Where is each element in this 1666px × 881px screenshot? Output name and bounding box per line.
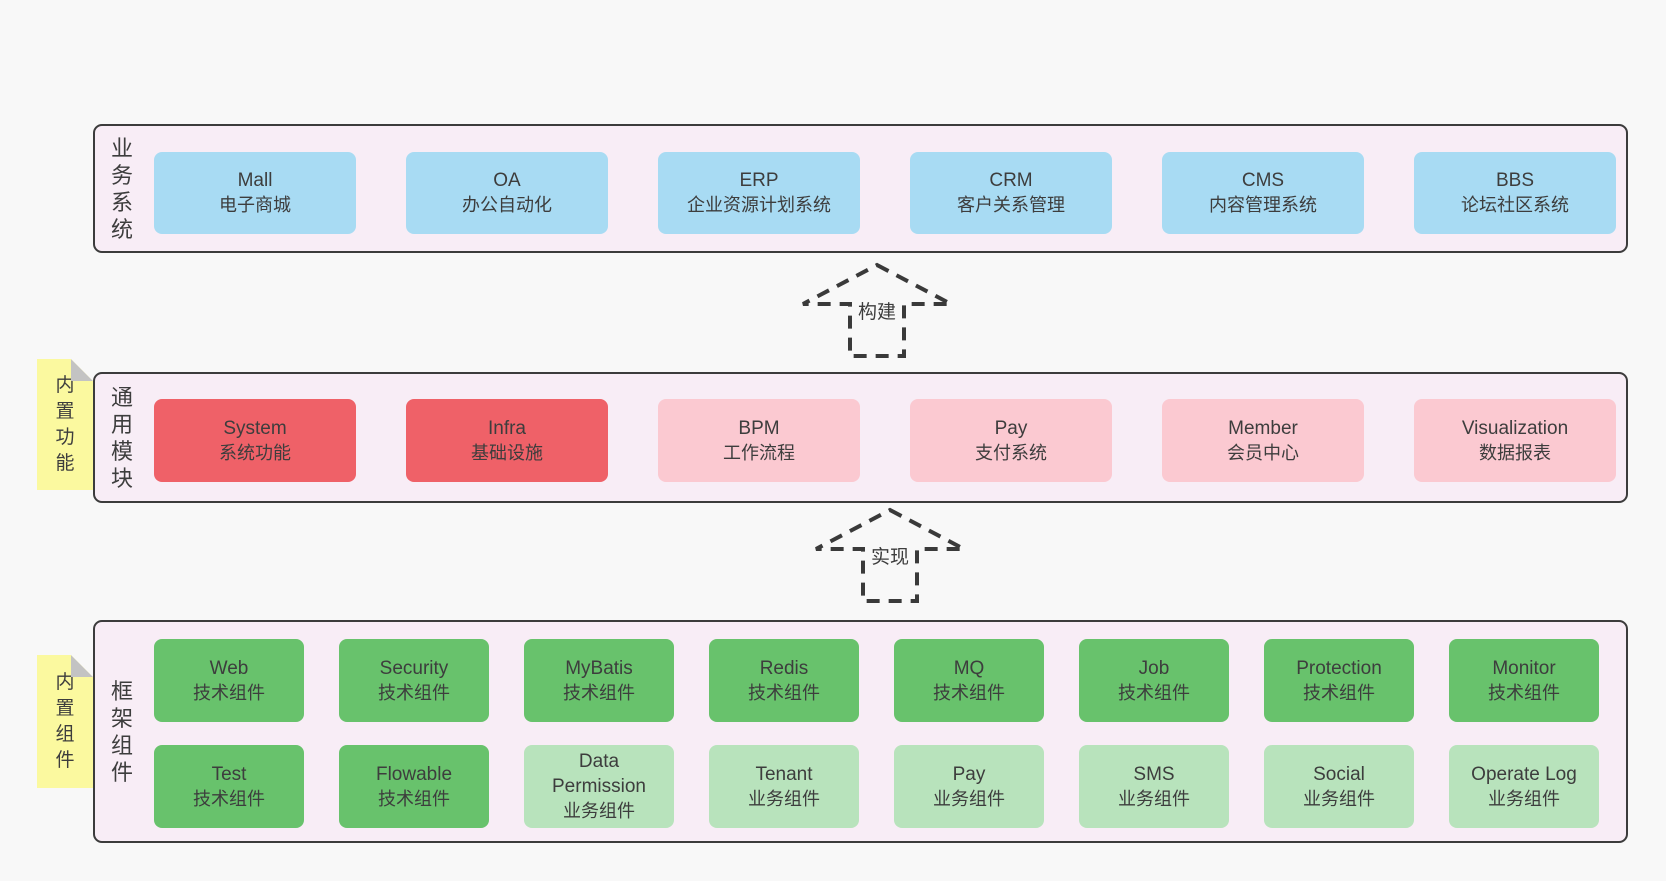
box-title: OA — [493, 170, 521, 191]
box-title: BPM — [738, 417, 780, 439]
box-erp: ERP 企业资源计划系统 — [658, 152, 860, 234]
box-title: Member — [1228, 417, 1298, 439]
box-sms: SMS 业务组件 — [1079, 745, 1229, 828]
box-subtitle: 业务组件 — [748, 788, 820, 809]
box-title: ERP — [739, 170, 779, 191]
box-title: Mall — [237, 170, 273, 191]
box-social: Social 业务组件 — [1264, 745, 1414, 828]
box-title: Protection — [1296, 657, 1382, 679]
box-subtitle: 技术组件 — [193, 788, 265, 809]
box-title: Test — [211, 763, 247, 785]
box-title: Infra — [487, 417, 527, 439]
layer-business-systems-label: 业务系统 — [110, 135, 133, 242]
box-subtitle: 技术组件 — [1303, 682, 1375, 703]
box-subtitle: 论坛社区系统 — [1461, 195, 1569, 215]
box-subtitle: 会员中心 — [1227, 442, 1299, 463]
box-title: Security — [379, 657, 449, 679]
box-visualization: Visualization 数据报表 — [1414, 399, 1616, 482]
box-subtitle: 技术组件 — [1488, 682, 1560, 703]
box-subtitle: 工作流程 — [723, 442, 795, 463]
box-subtitle: 技术组件 — [563, 682, 635, 703]
box-oa: OA 办公自动化 — [406, 152, 608, 234]
sticky-note-built-in-features: 内置功能 — [37, 359, 93, 490]
box-title: Monitor — [1492, 657, 1556, 679]
box-monitor: Monitor 技术组件 — [1449, 639, 1599, 722]
box-title: Job — [1138, 657, 1170, 679]
box-title: Social — [1313, 763, 1365, 785]
box-title: Tenant — [755, 763, 813, 785]
box-web: Web 技术组件 — [154, 639, 304, 722]
box-crm: CRM 客户关系管理 — [910, 152, 1112, 234]
box-subtitle: 客户关系管理 — [957, 195, 1065, 215]
box-subtitle: 办公自动化 — [462, 195, 552, 215]
box-cms: CMS 内容管理系统 — [1162, 152, 1364, 234]
box-pay-system: Pay 支付系统 — [910, 399, 1112, 482]
box-mq: MQ 技术组件 — [894, 639, 1044, 722]
box-job: Job 技术组件 — [1079, 639, 1229, 722]
box-title: Flowable — [375, 763, 453, 785]
box-subtitle: 企业资源计划系统 — [687, 195, 831, 215]
box-subtitle: 系统功能 — [219, 442, 291, 463]
up-arrow-icon — [815, 507, 965, 603]
layer-framework-components: 框架组件 Web 技术组件 Security 技术组件 MyBatis 技术组件… — [93, 620, 1628, 843]
box-operate-log: Operate Log 业务组件 — [1449, 745, 1599, 828]
arrow-label-implement: 实现 — [864, 540, 916, 571]
box-protection: Protection 技术组件 — [1264, 639, 1414, 722]
box-subtitle: 技术组件 — [378, 788, 450, 809]
layer-business-systems: 业务系统 Mall 电子商城 OA 办公自动化 ERP 企业资源计划系统 CRM… — [93, 124, 1628, 253]
box-bpm: BPM 工作流程 — [658, 399, 860, 482]
box-subtitle: 技术组件 — [378, 682, 450, 703]
layer-common-modules: 通用模块 System 系统功能 Infra 基础设施 BPM 工作流程 Pay… — [93, 372, 1628, 503]
box-title: MyBatis — [565, 657, 633, 679]
box-subtitle: 技术组件 — [193, 682, 265, 703]
box-redis: Redis 技术组件 — [709, 639, 859, 722]
box-member: Member 会员中心 — [1162, 399, 1364, 482]
box-pay-component: Pay 业务组件 — [894, 745, 1044, 828]
dashed-up-arrow-implement: 实现 — [813, 507, 967, 604]
box-subtitle: 业务组件 — [563, 801, 635, 821]
box-mybatis: MyBatis 技术组件 — [524, 639, 674, 722]
box-title: Visualization — [1461, 417, 1569, 439]
box-subtitle: 技术组件 — [748, 682, 820, 703]
box-title: MQ — [953, 657, 985, 679]
box-security: Security 技术组件 — [339, 639, 489, 722]
box-infra: Infra 基础设施 — [406, 399, 608, 482]
box-subtitle: 业务组件 — [933, 788, 1005, 809]
box-title: Redis — [759, 657, 809, 679]
box-subtitle: 技术组件 — [933, 682, 1005, 703]
box-flowable: Flowable 技术组件 — [339, 745, 489, 828]
up-arrow-icon — [802, 262, 952, 358]
box-title: BBS — [1495, 170, 1535, 191]
box-subtitle: 基础设施 — [471, 442, 543, 463]
box-bbs: BBS 论坛社区系统 — [1414, 152, 1616, 234]
box-subtitle: 业务组件 — [1118, 788, 1190, 809]
box-subtitle: 电子商城 — [219, 195, 291, 215]
box-system: System 系统功能 — [154, 399, 356, 482]
box-data-permission: Data Permission 业务组件 — [524, 745, 674, 828]
sticky-note-built-in-components: 内置组件 — [37, 655, 93, 788]
box-title: Web — [209, 657, 249, 679]
layer-common-modules-label: 通用模块 — [110, 384, 133, 491]
box-test: Test 技术组件 — [154, 745, 304, 828]
box-subtitle: 内容管理系统 — [1209, 195, 1317, 215]
box-subtitle: 业务组件 — [1488, 788, 1560, 809]
layer-framework-components-label: 框架组件 — [110, 678, 133, 785]
dashed-up-arrow-build: 构建 — [800, 262, 954, 359]
box-title: Pay — [994, 417, 1028, 439]
box-mall: Mall 电子商城 — [154, 152, 356, 234]
box-title: CMS — [1241, 170, 1285, 191]
box-subtitle: 技术组件 — [1118, 682, 1190, 703]
box-title: System — [223, 417, 287, 439]
arrow-label-build: 构建 — [851, 295, 903, 326]
box-title: SMS — [1133, 763, 1175, 785]
box-title: CRM — [989, 170, 1033, 191]
box-subtitle: 数据报表 — [1479, 442, 1551, 463]
box-subtitle: 业务组件 — [1303, 788, 1375, 809]
box-tenant: Tenant 业务组件 — [709, 745, 859, 828]
box-title: Operate Log — [1471, 763, 1577, 785]
box-title: Data Permission — [552, 751, 646, 797]
box-subtitle: 支付系统 — [975, 442, 1047, 463]
box-title: Pay — [952, 763, 986, 785]
